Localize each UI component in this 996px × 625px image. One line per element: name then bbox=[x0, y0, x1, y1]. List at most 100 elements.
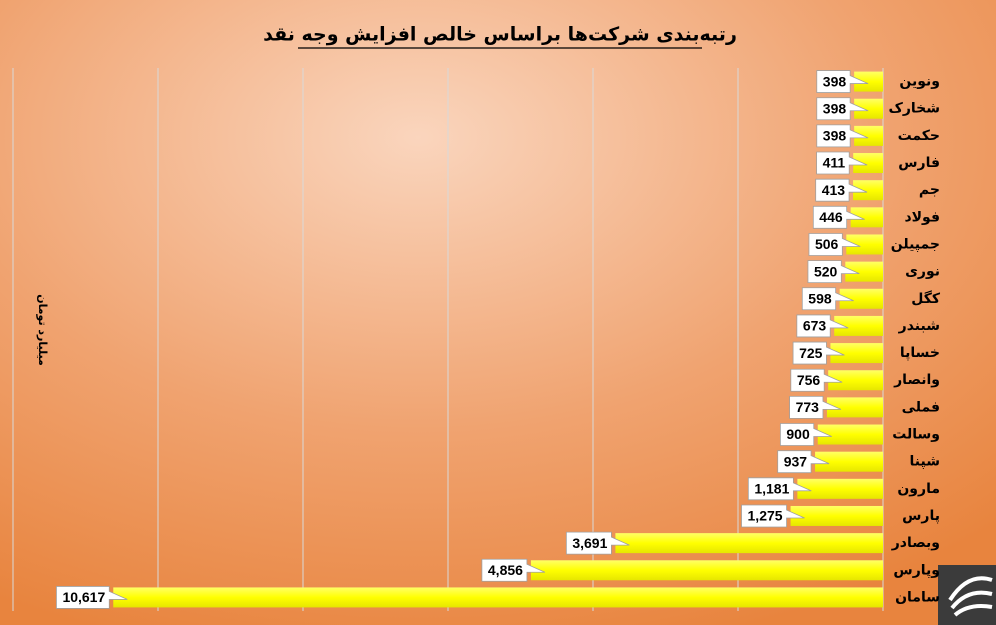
y-tick-label: شپنا bbox=[910, 454, 940, 470]
callout bbox=[789, 395, 842, 419]
bar bbox=[797, 478, 883, 499]
callout bbox=[792, 341, 845, 365]
callout bbox=[777, 450, 830, 474]
axis-label: میلیارد تومان bbox=[36, 294, 49, 366]
bar bbox=[839, 288, 883, 309]
value-label: 398 bbox=[823, 73, 847, 89]
y-tick-label: نوری bbox=[905, 264, 940, 280]
callout bbox=[816, 124, 869, 148]
value-label: 673 bbox=[803, 318, 827, 334]
value-label-box bbox=[816, 151, 868, 175]
value-label-box bbox=[815, 178, 868, 202]
y-tick-label: وپارس bbox=[893, 562, 940, 578]
value-label-box bbox=[808, 233, 861, 256]
callout bbox=[815, 178, 868, 202]
bar bbox=[815, 451, 883, 472]
value-label: 413 bbox=[822, 182, 846, 198]
bar bbox=[853, 180, 883, 201]
value-label: 900 bbox=[786, 426, 810, 442]
y-tick-label: جمپیلن bbox=[891, 236, 940, 252]
value-label: 446 bbox=[819, 209, 843, 225]
value-label: 398 bbox=[823, 100, 847, 116]
value-label-box bbox=[481, 558, 546, 582]
logo bbox=[938, 565, 996, 625]
y-tick-label: کگل bbox=[911, 290, 941, 307]
callout bbox=[779, 423, 832, 446]
value-label-box bbox=[792, 341, 845, 365]
bar bbox=[834, 315, 883, 336]
value-label: 773 bbox=[796, 399, 820, 415]
y-tick-label: فارس bbox=[898, 155, 940, 171]
callout bbox=[812, 205, 865, 229]
value-label: 411 bbox=[823, 155, 846, 171]
value-label-box bbox=[565, 531, 630, 555]
value-label: 1,181 bbox=[754, 481, 789, 497]
bar bbox=[846, 234, 883, 255]
y-tick-label: پارس bbox=[902, 508, 940, 524]
bar bbox=[817, 424, 883, 445]
callout bbox=[56, 586, 128, 609]
y-tick-label: شبندر bbox=[898, 318, 940, 334]
value-label-box bbox=[801, 287, 854, 311]
callout bbox=[807, 260, 860, 284]
value-label-box bbox=[56, 586, 128, 609]
callout bbox=[565, 531, 630, 555]
callout bbox=[808, 233, 861, 256]
bar bbox=[828, 370, 883, 391]
bar bbox=[530, 560, 883, 581]
bar bbox=[790, 505, 883, 526]
value-label-box bbox=[777, 450, 830, 474]
callout bbox=[790, 368, 843, 392]
y-tick-label: وانصار bbox=[893, 372, 940, 388]
bar bbox=[845, 261, 883, 282]
value-label-box bbox=[741, 504, 805, 528]
y-tick-label: مارون bbox=[897, 481, 940, 497]
value-label-box bbox=[807, 260, 860, 284]
value-label: 4,856 bbox=[488, 562, 523, 578]
bar bbox=[854, 98, 883, 119]
y-tick-label: جم bbox=[919, 182, 940, 198]
value-label: 937 bbox=[784, 453, 808, 469]
y-tick-label: وبصادر bbox=[891, 535, 940, 551]
callout bbox=[481, 558, 546, 582]
y-tick-label: فولاد bbox=[904, 209, 940, 225]
value-label-box bbox=[816, 124, 869, 148]
y-tick-label: ونوین bbox=[899, 74, 940, 90]
bar bbox=[113, 587, 883, 608]
callout bbox=[741, 504, 805, 528]
value-label-box bbox=[812, 205, 865, 229]
bar bbox=[830, 343, 883, 364]
chart-title: رتبه‌بندی شرکت‌ها براساس خالص افزایش وجه… bbox=[263, 24, 737, 46]
bar bbox=[615, 533, 883, 554]
callout bbox=[816, 70, 869, 93]
value-label: 756 bbox=[797, 372, 821, 388]
value-label: 520 bbox=[814, 263, 838, 279]
value-label: 506 bbox=[815, 236, 839, 252]
value-label-box bbox=[790, 368, 843, 392]
bar bbox=[854, 125, 883, 146]
bar bbox=[826, 397, 883, 418]
value-label: 1,275 bbox=[748, 508, 783, 524]
y-tick-label: حکمت bbox=[898, 128, 940, 144]
y-tick-label: شخارک bbox=[888, 101, 940, 117]
callout bbox=[801, 287, 854, 311]
value-label: 598 bbox=[808, 290, 832, 306]
value-label-box bbox=[796, 314, 849, 338]
bar bbox=[854, 71, 883, 92]
callout bbox=[747, 477, 812, 501]
bar bbox=[850, 207, 883, 228]
value-label-box bbox=[816, 70, 869, 93]
y-tick-label: خساپا bbox=[900, 345, 940, 361]
y-tick-label: سامان bbox=[895, 589, 940, 605]
value-label: 3,691 bbox=[572, 535, 607, 551]
y-tick-label: وسالت bbox=[892, 427, 940, 443]
value-label: 725 bbox=[799, 345, 823, 361]
value-label-box bbox=[816, 97, 869, 121]
callout bbox=[796, 314, 849, 338]
bar bbox=[853, 153, 883, 174]
callout bbox=[816, 97, 869, 121]
value-label: 10,617 bbox=[62, 589, 105, 605]
